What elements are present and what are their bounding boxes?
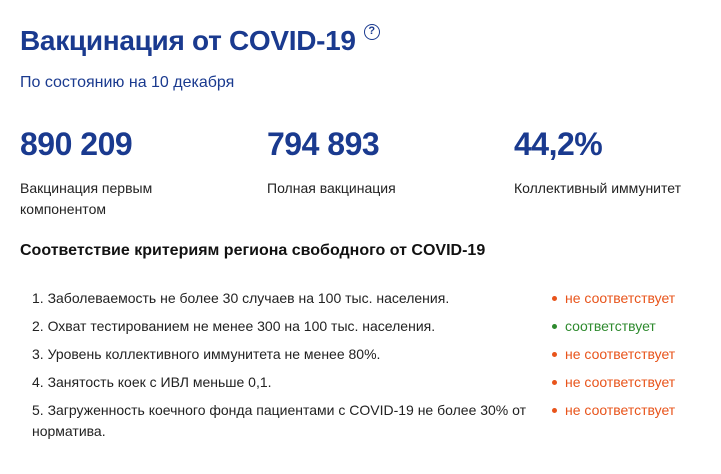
stat-herd-immunity: 44,2% Коллективный иммунитет <box>514 124 719 199</box>
criterion-row: 2. Охват тестированием не менее 300 на 1… <box>32 316 702 337</box>
stat-value: 44,2% <box>514 126 603 162</box>
criterion-row: 4. Занятость коек с ИВЛ меньше 0,1. не с… <box>32 372 702 393</box>
status-label: не соответствует <box>565 402 676 418</box>
status-dot-icon <box>552 296 557 301</box>
criteria-heading: Соответствие критериям региона свободног… <box>20 242 486 259</box>
stat-label: Вакцинация первым компонентом <box>20 180 153 217</box>
status-dot-icon <box>552 408 557 413</box>
status-badge: не соответствует <box>552 288 702 309</box>
stat-value: 890 209 <box>20 126 133 162</box>
criterion-text: 1. Заболеваемость не более 30 случаев на… <box>32 290 450 306</box>
stat-label: Полная вакцинация <box>267 180 396 196</box>
criterion-row: 3. Уровень коллективного иммунитета не м… <box>32 344 702 365</box>
criterion-text: 3. Уровень коллективного иммунитета не м… <box>32 346 381 362</box>
status-dot-icon <box>552 352 557 357</box>
as-of-date: По состоянию на 10 декабря <box>20 74 235 91</box>
stat-first-component: 890 209 Вакцинация первым компонентом <box>20 124 230 220</box>
status-badge: не соответствует <box>552 400 702 421</box>
status-badge: не соответствует <box>552 372 702 393</box>
help-icon[interactable]: ? <box>363 24 380 40</box>
criterion-text: 4. Занятость коек с ИВЛ меньше 0,1. <box>32 374 272 390</box>
status-label: не соответствует <box>565 374 676 390</box>
criterion-text: 2. Охват тестированием не менее 300 на 1… <box>32 318 436 334</box>
stat-label: Коллективный иммунитет <box>514 180 681 196</box>
stat-full-vaccination: 794 893 Полная вакцинация <box>267 124 487 199</box>
criterion-row: 1. Заболеваемость не более 30 случаев на… <box>32 288 702 309</box>
status-badge: соответствует <box>552 316 702 337</box>
stat-value: 794 893 <box>267 126 380 162</box>
status-dot-icon <box>552 324 557 329</box>
title-row: Вакцинация от COVID-19 ? <box>20 22 380 60</box>
status-badge: не соответствует <box>552 344 702 365</box>
criterion-text: 5. Загруженность коечного фонда пациента… <box>32 402 527 439</box>
status-label: соответствует <box>565 318 656 334</box>
criterion-row: 5. Загруженность коечного фонда пациента… <box>32 400 702 442</box>
criteria-list: 1. Заболеваемость не более 30 случаев на… <box>32 288 702 449</box>
status-label: не соответствует <box>565 290 676 306</box>
status-dot-icon <box>552 380 557 385</box>
status-label: не соответствует <box>565 346 676 362</box>
page-title: Вакцинация от COVID-19 <box>20 25 356 56</box>
